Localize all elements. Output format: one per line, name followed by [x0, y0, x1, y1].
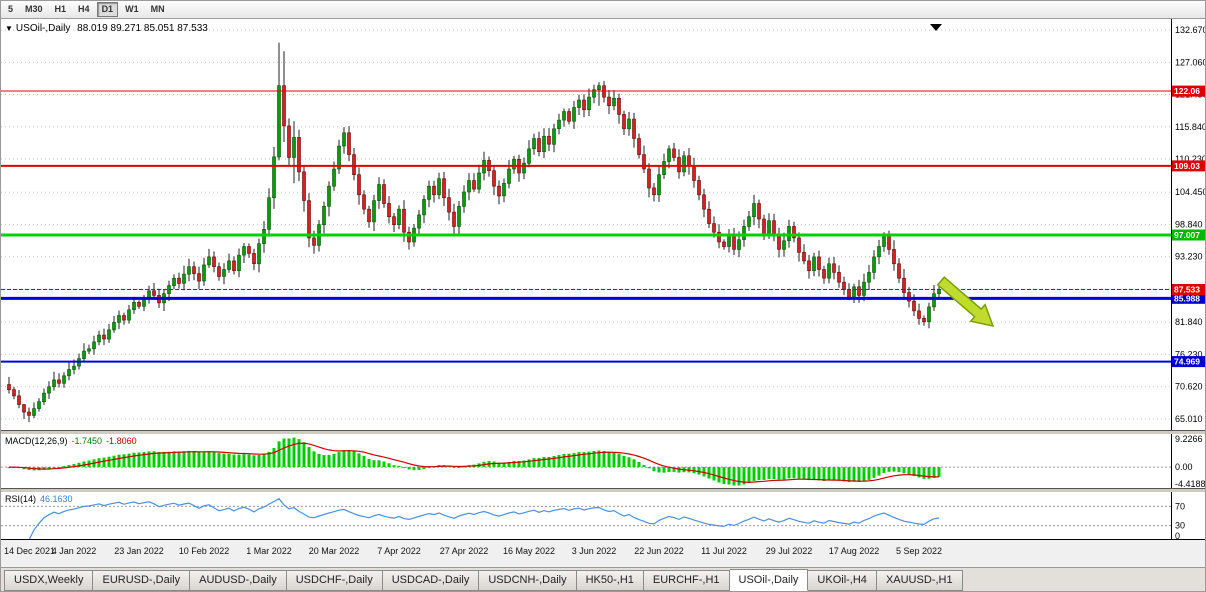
- time-axis-label: 14 Dec 2021: [4, 546, 56, 556]
- time-axis-label: 22 Jun 2022: [634, 546, 684, 556]
- chart-tab-hk50-h1[interactable]: HK50-,H1: [576, 570, 644, 591]
- symbol-ohlc-values: 88.019 89.271 85.051 87.533: [77, 23, 208, 34]
- svg-text:70: 70: [1175, 501, 1185, 511]
- rsi-value: 46.1630: [40, 494, 73, 504]
- chart-tab-usdcnh-daily[interactable]: USDCNH-,Daily: [479, 570, 577, 591]
- chart-tab-eurchf-h1[interactable]: EURCHF-,H1: [643, 570, 730, 591]
- period-button-mn[interactable]: MN: [146, 2, 170, 17]
- macd-label: MACD(12,26,9) -1.7450 -1.8060: [5, 436, 137, 446]
- svg-text:70.620: 70.620: [1175, 382, 1203, 392]
- chart-tab-usdx-weekly[interactable]: USDX,Weekly: [4, 570, 94, 591]
- svg-text:85.988: 85.988: [1174, 293, 1200, 303]
- chart-tabs-bar: USDX,Weekly EURUSD-,Daily AUDUSD-,Daily USD…: [1, 567, 1205, 591]
- svg-text:87.533: 87.533: [1174, 285, 1200, 295]
- svg-text:127.060: 127.060: [1175, 57, 1206, 67]
- chart-tab-usoil-daily[interactable]: USOil-,Daily: [729, 569, 809, 591]
- period-button-h1[interactable]: H1: [50, 2, 72, 17]
- down-marker-icon: [930, 24, 942, 31]
- macd-signal-value: -1.8060: [106, 436, 137, 446]
- rsi-canvas[interactable]: 70 300: [1, 492, 1206, 540]
- time-axis-label: 10 Feb 2022: [178, 546, 230, 556]
- time-axis-label: 11 Jul 2022: [701, 546, 747, 556]
- svg-text:93.230: 93.230: [1175, 252, 1203, 262]
- period-button-d1[interactable]: D1: [96, 2, 119, 17]
- svg-text:-4.4188: -4.4188: [1175, 479, 1206, 489]
- chart-tab-eurusd-daily[interactable]: EURUSD-,Daily: [93, 570, 191, 591]
- chart-tab-ukoil-h4[interactable]: UKOil-,H4: [808, 570, 877, 591]
- svg-text:74.969: 74.969: [1174, 357, 1200, 367]
- svg-text:104.450: 104.450: [1175, 187, 1206, 197]
- chart-tab-xauusd-h1[interactable]: XAUUSD-,H1: [876, 570, 963, 591]
- svg-text:9.2266: 9.2266: [1175, 434, 1203, 444]
- svg-text:97.007: 97.007: [1174, 230, 1200, 240]
- macd-name: MACD(12,26,9): [5, 436, 68, 446]
- time-axis-label: 29 Jul 2022: [765, 546, 813, 556]
- macd-canvas[interactable]: 9.2266 0.00 -4.4188: [1, 434, 1206, 489]
- svg-text:81.840: 81.840: [1175, 317, 1203, 327]
- svg-text:65.010: 65.010: [1175, 414, 1203, 424]
- collapse-panel-icon[interactable]: ▼: [5, 24, 13, 33]
- svg-text:98.840: 98.840: [1175, 219, 1203, 229]
- svg-text:0: 0: [1175, 531, 1180, 540]
- rsi-label: RSI(14) 46.1630: [5, 494, 73, 504]
- time-axis-label: 4 Jan 2022: [51, 546, 97, 556]
- time-axis-label: 17 Aug 2022: [828, 546, 880, 556]
- candles: [7, 42, 941, 423]
- chart-tab-usdcad-daily[interactable]: USDCAD-,Daily: [382, 570, 480, 591]
- rsi-line: [28, 497, 940, 539]
- time-axis-label: 3 Jun 2022: [571, 546, 617, 556]
- time-axis-label: 27 Apr 2022: [439, 546, 489, 556]
- pane-splitter[interactable]: [1, 489, 1205, 492]
- macd-signal-line: [9, 442, 939, 483]
- time-axis-label: 7 Apr 2022: [377, 546, 421, 556]
- time-axis[interactable]: 14 Dec 2021 4 Jan 2022 23 Jan 2022 10 Feb 2…: [1, 540, 1205, 561]
- time-axis-label: 1 Mar 2022: [246, 546, 292, 556]
- main-chart-pane: ▼ USOil-,Daily 88.019 89.271 85.051 87.53…: [1, 19, 1206, 431]
- macd-main-value: -1.7450: [71, 436, 103, 446]
- svg-text:110.230: 110.230: [1175, 154, 1206, 164]
- symbol-header: ▼ USOil-,Daily 88.019 89.271 85.051 87.53…: [5, 23, 208, 34]
- svg-text:76.230: 76.230: [1175, 349, 1203, 359]
- horizontal-level-lines: [1, 90, 1171, 363]
- svg-text:122.06: 122.06: [1174, 86, 1200, 96]
- svg-text:115.840: 115.840: [1175, 122, 1206, 132]
- svg-text:30: 30: [1175, 521, 1185, 531]
- price-grid: [1, 29, 1171, 420]
- time-axis-label: 5 Sep 2022: [895, 546, 943, 556]
- svg-text:109.03: 109.03: [1174, 161, 1200, 171]
- chart-tab-usdchf-daily[interactable]: USDCHF-,Daily: [286, 570, 383, 591]
- macd-histogram: [7, 437, 941, 486]
- sell-arrow-annotation: [936, 276, 995, 328]
- timeframe-toolbar: 5 M30 H1 H4 D1 W1 MN: [1, 1, 1205, 19]
- price-chart-canvas[interactable]: 132.670127.060121.450115.840110.230104.4…: [1, 19, 1206, 431]
- macd-pane: MACD(12,26,9) -1.7450 -1.8060 9.2266 0.00 -4…: [1, 434, 1206, 489]
- period-button-h4[interactable]: H4: [73, 2, 95, 17]
- rsi-pane: RSI(14) 46.1630 70 30 0: [1, 492, 1206, 540]
- time-axis-label: 23 Jan 2022: [114, 546, 164, 556]
- pane-splitter[interactable]: [1, 431, 1205, 434]
- period-button-m30[interactable]: M30: [20, 2, 48, 17]
- period-button-w1[interactable]: W1: [120, 2, 144, 17]
- time-axis-label: 20 Mar 2022: [308, 546, 360, 556]
- rsi-name: RSI(14): [5, 494, 37, 504]
- period-button-5[interactable]: 5: [3, 2, 18, 17]
- svg-text:0.00: 0.00: [1175, 462, 1193, 472]
- time-axis-label: 16 May 2022: [502, 546, 556, 556]
- chart-tab-audusd-daily[interactable]: AUDUSD-,Daily: [190, 570, 287, 591]
- symbol-name: USOil-,Daily: [15, 23, 71, 34]
- svg-text:132.670: 132.670: [1175, 25, 1206, 35]
- price-badges: 122.06 109.03 97.007 85.988 74.969 87.533: [1172, 85, 1205, 368]
